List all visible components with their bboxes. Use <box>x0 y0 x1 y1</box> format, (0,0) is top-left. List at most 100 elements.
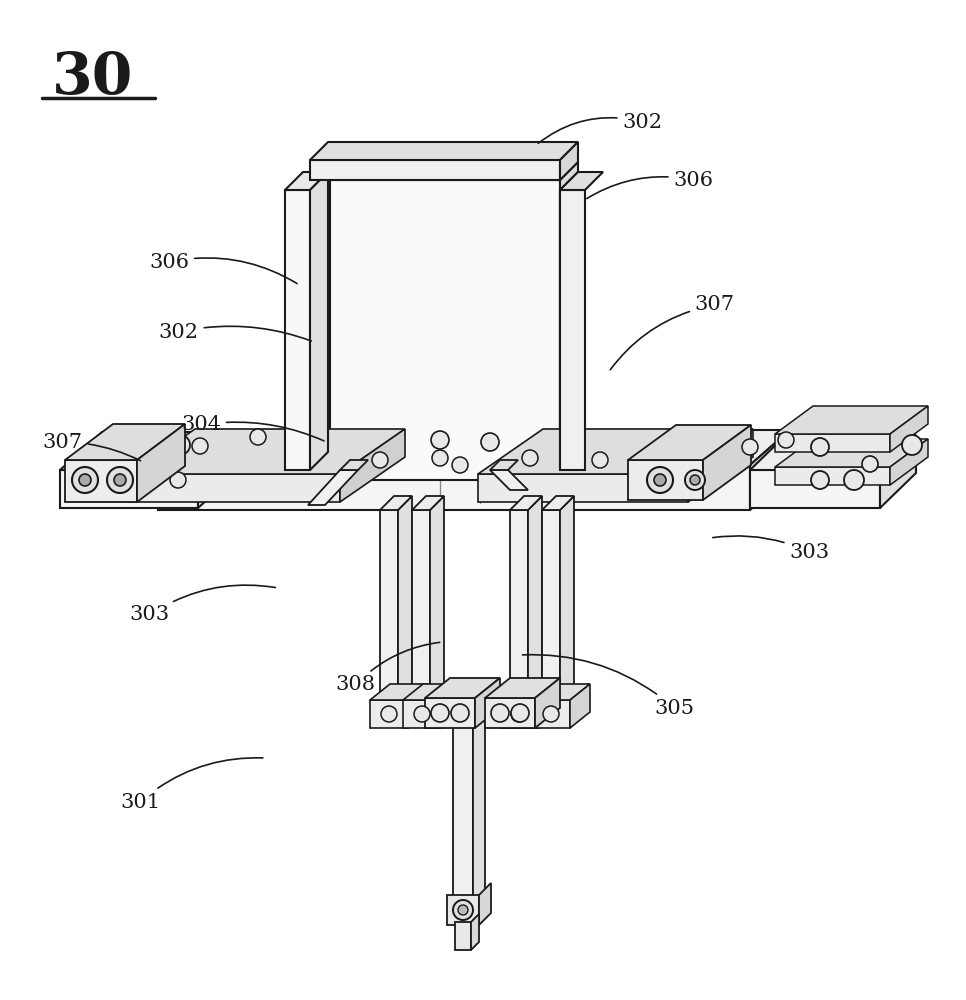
Circle shape <box>414 706 430 722</box>
Polygon shape <box>688 429 753 502</box>
Polygon shape <box>412 510 430 705</box>
Polygon shape <box>340 460 368 470</box>
Circle shape <box>592 452 608 468</box>
Text: 304: 304 <box>181 416 324 441</box>
Circle shape <box>685 470 705 490</box>
Polygon shape <box>750 435 916 470</box>
Circle shape <box>458 905 468 915</box>
Text: 303: 303 <box>713 536 830 562</box>
Polygon shape <box>455 922 471 950</box>
Text: 303: 303 <box>129 585 275 624</box>
Polygon shape <box>775 406 928 434</box>
Polygon shape <box>485 678 560 698</box>
Polygon shape <box>535 678 560 728</box>
Text: 308: 308 <box>335 642 440 694</box>
Circle shape <box>432 450 448 466</box>
Polygon shape <box>130 429 405 474</box>
Circle shape <box>192 438 208 454</box>
Polygon shape <box>330 180 560 480</box>
Polygon shape <box>538 684 558 728</box>
Polygon shape <box>447 895 479 925</box>
Polygon shape <box>478 429 753 474</box>
Circle shape <box>511 704 529 722</box>
Polygon shape <box>398 496 412 705</box>
Polygon shape <box>880 435 916 508</box>
Polygon shape <box>158 430 790 465</box>
Polygon shape <box>528 496 542 705</box>
Circle shape <box>690 475 700 485</box>
Polygon shape <box>310 160 560 180</box>
Circle shape <box>72 467 98 493</box>
Polygon shape <box>453 722 473 920</box>
Polygon shape <box>775 467 890 485</box>
Polygon shape <box>310 172 328 470</box>
Circle shape <box>372 452 388 468</box>
Circle shape <box>431 704 449 722</box>
Polygon shape <box>750 430 790 510</box>
Polygon shape <box>485 698 535 728</box>
Polygon shape <box>775 439 928 467</box>
Polygon shape <box>490 470 528 490</box>
Polygon shape <box>403 700 441 728</box>
Polygon shape <box>471 914 479 950</box>
Polygon shape <box>380 510 398 705</box>
Polygon shape <box>560 172 578 470</box>
Circle shape <box>543 706 559 722</box>
Polygon shape <box>510 496 542 510</box>
Polygon shape <box>370 684 428 700</box>
Circle shape <box>511 706 527 722</box>
Polygon shape <box>380 496 412 510</box>
Circle shape <box>742 439 758 455</box>
Polygon shape <box>412 496 444 510</box>
Polygon shape <box>542 510 560 705</box>
Polygon shape <box>158 465 750 510</box>
Polygon shape <box>560 190 585 470</box>
Polygon shape <box>370 700 408 728</box>
Circle shape <box>862 456 878 472</box>
Circle shape <box>152 456 168 472</box>
Circle shape <box>452 457 468 473</box>
Text: 30: 30 <box>52 50 133 106</box>
Circle shape <box>778 432 794 448</box>
Circle shape <box>79 474 91 486</box>
Polygon shape <box>750 470 880 508</box>
Circle shape <box>170 435 190 455</box>
Polygon shape <box>570 684 590 728</box>
Polygon shape <box>60 470 198 508</box>
Polygon shape <box>430 496 444 705</box>
Polygon shape <box>560 162 578 480</box>
Polygon shape <box>560 142 578 180</box>
Polygon shape <box>532 684 590 700</box>
Polygon shape <box>479 883 491 925</box>
Polygon shape <box>441 684 461 728</box>
Polygon shape <box>308 470 358 505</box>
Polygon shape <box>425 678 500 698</box>
Circle shape <box>381 706 397 722</box>
Circle shape <box>453 900 473 920</box>
Polygon shape <box>310 142 578 160</box>
Circle shape <box>170 472 186 488</box>
Polygon shape <box>628 425 751 460</box>
Polygon shape <box>478 474 688 502</box>
Circle shape <box>431 431 449 449</box>
Polygon shape <box>500 700 538 728</box>
Polygon shape <box>130 474 340 502</box>
Text: 306: 306 <box>149 252 298 284</box>
Polygon shape <box>65 424 185 460</box>
Circle shape <box>250 429 266 445</box>
Circle shape <box>481 433 499 451</box>
Polygon shape <box>285 172 328 190</box>
Text: 307: 307 <box>611 296 735 370</box>
Polygon shape <box>890 439 928 485</box>
Text: 302: 302 <box>158 322 311 342</box>
Text: 307: 307 <box>43 432 140 461</box>
Polygon shape <box>510 510 528 705</box>
Polygon shape <box>425 698 475 728</box>
Polygon shape <box>198 432 240 508</box>
Circle shape <box>451 704 469 722</box>
Circle shape <box>811 438 829 456</box>
Polygon shape <box>532 700 570 728</box>
Text: 305: 305 <box>523 655 695 718</box>
Polygon shape <box>703 425 751 500</box>
Polygon shape <box>475 678 500 728</box>
